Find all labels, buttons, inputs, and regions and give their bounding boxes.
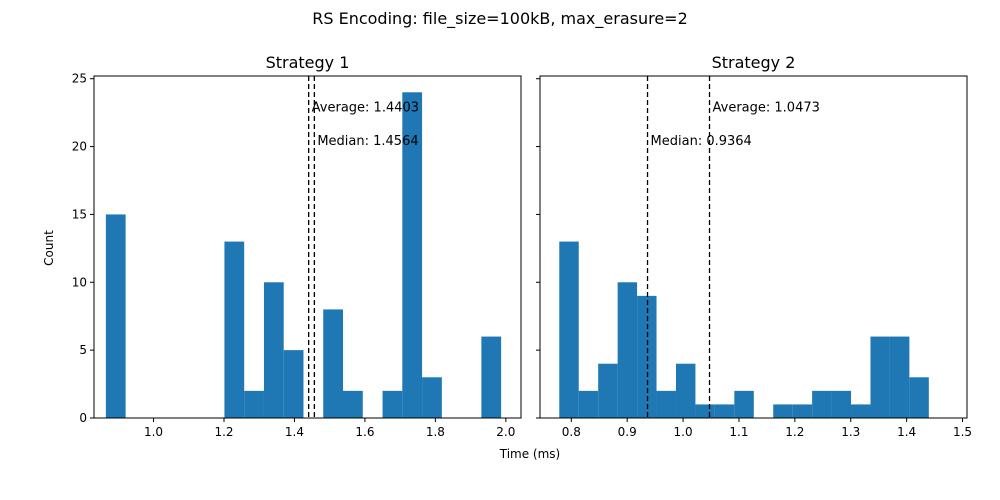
histogram-bar [773,404,793,418]
histogram-bar [578,390,599,418]
histogram-bar [382,390,403,418]
histogram-bar [105,214,126,418]
histogram-bar [244,390,264,418]
x-tick-label: 0.8 [562,425,581,439]
histogram-bar [617,282,638,418]
histogram-bar [323,309,344,418]
x-tick-label: 1.4 [285,425,304,439]
histogram-bar [224,241,245,418]
x-tick-label: 1.0 [144,425,163,439]
x-tick-label: 1.2 [785,425,804,439]
histogram-bar [831,390,852,418]
histogram-bar [559,241,579,418]
x-tick-label: 1.2 [214,425,233,439]
histogram-bar [792,404,813,418]
y-tick-label: 20 [72,140,87,154]
x-tick-label: 1.6 [355,425,374,439]
histogram-bar [481,336,502,418]
histogram-bar [637,295,657,418]
histogram-bar [263,282,284,418]
x-tick-label: 1.4 [897,425,916,439]
histogram-bar [695,404,715,418]
subplot-strategy-2: Strategy 2 Average: 1.0473 Median: 0.9364… [536,53,972,439]
histogram-bar [812,390,832,418]
subplot-strategy-1: Strategy 1 Average: 1.4403 Median: 1.4564… [72,53,522,439]
y-tick-label: 15 [72,207,87,221]
axes-frame [539,75,968,419]
x-tick-label: 1.5 [953,425,972,439]
histogram-bar [889,336,910,418]
histogram-bar [656,390,676,418]
histogram-bar [734,390,754,418]
x-tick-label: 1.1 [729,425,748,439]
y-axis-label: Count [42,230,56,266]
x-tick-label: 2.0 [496,425,515,439]
figure-title: RS Encoding: file_size=100kB, max_erasur… [312,9,688,29]
x-axis-label: Time (ms) [499,447,561,461]
histogram-bar [909,377,929,418]
x-tick-label: 1.8 [426,425,445,439]
histogram-bar [343,390,363,418]
subplot-title: Strategy 2 [712,53,796,72]
histogram-bar [870,336,890,418]
histogram-bar [283,350,304,418]
x-tick-label: 1.3 [841,425,860,439]
y-tick-label: 0 [79,411,87,425]
y-tick-label: 25 [72,72,87,86]
x-tick-label: 0.9 [618,425,637,439]
axes-frame [93,75,522,419]
average-label: Average: 1.4403 [312,100,419,115]
y-tick-label: 5 [79,343,87,357]
histogram-bar [675,363,696,418]
histogram-bar [598,363,618,418]
average-label: Average: 1.0473 [713,100,820,115]
y-tick-label: 10 [72,275,87,289]
histogram-bar [422,377,442,418]
histogram-bar [402,92,423,419]
histogram-bar [714,404,735,418]
subplot-title: Strategy 1 [266,53,350,72]
median-label: Median: 0.9364 [651,134,752,149]
x-tick-label: 1.0 [674,425,693,439]
median-label: Median: 1.4564 [317,134,418,149]
histogram-bar [851,404,871,418]
